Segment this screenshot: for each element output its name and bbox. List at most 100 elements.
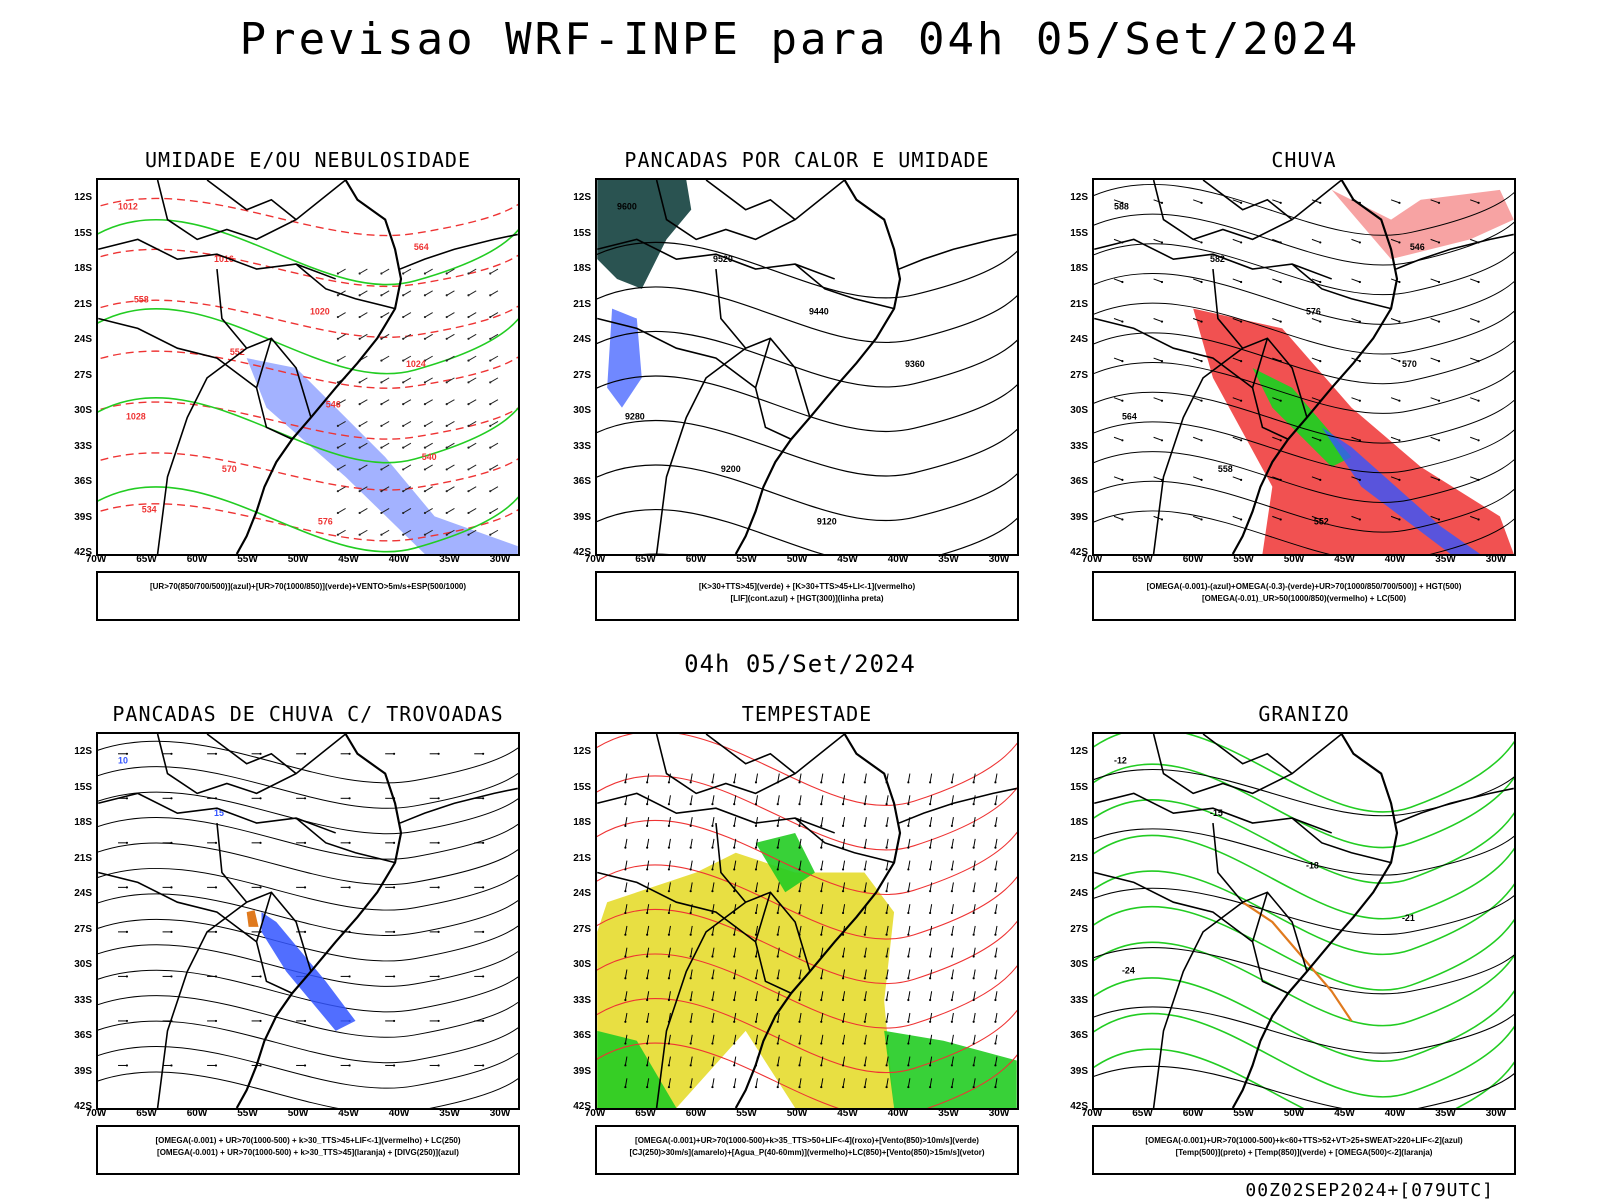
longitude-tick-label: 40W	[388, 554, 410, 565]
wind-vector	[994, 947, 998, 957]
wind-vector-head	[482, 797, 485, 800]
wind-vector-head	[885, 803, 888, 806]
wind-vector-head	[624, 803, 627, 806]
latitude-tick-label: 33S	[1070, 440, 1088, 452]
wind-vector	[337, 312, 346, 318]
wind-vector	[446, 486, 455, 492]
wind-vector	[490, 442, 499, 449]
contour-line	[597, 375, 1017, 433]
wind-vector-head	[445, 272, 448, 275]
wind-vector	[820, 1012, 824, 1022]
latitude-tick-label: 30S	[74, 959, 92, 970]
wind-vector-head	[907, 824, 910, 827]
wind-vector-head	[303, 841, 307, 844]
wind-vector-head	[125, 886, 129, 889]
wind-vector-head	[667, 977, 671, 980]
wind-vector-head	[1121, 360, 1124, 363]
wind-vector	[777, 904, 780, 914]
wind-vector-head	[972, 977, 975, 980]
contour-line	[1094, 947, 1514, 995]
wind-vector-head	[489, 381, 492, 384]
longitude-tick-label: 60W	[186, 1108, 208, 1119]
wind-vector-head	[733, 781, 736, 784]
wind-vector	[711, 773, 715, 783]
wind-vector	[402, 486, 412, 492]
wind-vector	[490, 377, 499, 383]
wind-vector	[711, 838, 715, 848]
longitude-tick-label: 65W	[635, 554, 656, 565]
wind-vector	[711, 925, 715, 935]
wind-vector-head	[402, 424, 405, 427]
wind-vector-head	[950, 824, 953, 827]
wind-vector	[907, 838, 911, 848]
wind-vector	[886, 838, 889, 848]
wind-vector-head	[733, 1020, 736, 1023]
wind-vector-head	[1319, 518, 1322, 521]
wind-vector	[1351, 436, 1361, 441]
latitude-tick-label: 42S	[74, 547, 92, 558]
wind-vector-head	[303, 752, 307, 755]
wind-vector	[711, 817, 715, 826]
contour-line	[98, 248, 518, 288]
wind-vector	[777, 925, 780, 935]
wind-vector	[646, 904, 650, 914]
wind-vector-head	[733, 955, 736, 958]
wind-vector	[468, 464, 477, 470]
wind-vector	[929, 838, 933, 848]
wind-vector	[973, 925, 976, 935]
contour-line	[1094, 302, 1514, 355]
wind-vector	[402, 333, 412, 340]
wind-vector	[755, 817, 759, 826]
wind-vector	[1311, 278, 1321, 283]
contour-value-label: 552	[230, 347, 245, 357]
wind-vector	[1430, 476, 1440, 481]
wind-vector	[711, 1012, 715, 1022]
wind-vector-head	[1160, 439, 1164, 442]
contour-value-label: 576	[1306, 307, 1321, 317]
state-border	[1152, 347, 1244, 554]
wind-vector	[1153, 318, 1163, 323]
contour-line	[597, 998, 1017, 1074]
wind-vector-head	[885, 998, 888, 1002]
wind-vector-head	[336, 446, 339, 449]
wind-vector	[1272, 357, 1281, 362]
wind-vector-head	[1398, 280, 1401, 284]
wind-vector-head	[467, 490, 470, 493]
state-border	[216, 822, 312, 972]
longitude-tick-label: 50W	[287, 1108, 309, 1119]
wind-vector-head	[1279, 399, 1282, 402]
wind-vector-head	[423, 533, 427, 536]
wind-vector	[337, 442, 346, 449]
wind-vector-head	[689, 890, 692, 893]
state-border	[1152, 180, 1343, 241]
wind-vector	[777, 969, 780, 979]
state-border	[1202, 180, 1293, 221]
wind-vector-head	[711, 1020, 714, 1023]
wind-vector-head	[358, 294, 361, 297]
wind-vector-head	[885, 1085, 888, 1089]
wind-vector	[381, 464, 390, 470]
wind-vector	[1113, 199, 1123, 204]
wind-vector	[359, 464, 368, 470]
legend-box: [OMEGA(-0.001) + UR>70(1000-500) + k>30_…	[96, 1125, 520, 1175]
wind-vector-head	[624, 1085, 627, 1089]
contour-value-label: 540	[422, 452, 437, 462]
latitude-tick-label: 36S	[573, 1030, 591, 1041]
wind-vector-head	[423, 272, 427, 275]
wind-vector-head	[711, 781, 714, 784]
wind-vector-head	[667, 911, 671, 915]
latitude-tick-label: 24S	[1070, 888, 1088, 899]
wind-vector	[490, 355, 499, 361]
wind-vector	[468, 420, 477, 427]
latitude-tick-label: 15S	[573, 781, 591, 793]
wind-vector	[733, 1056, 737, 1066]
contour-line	[1094, 480, 1514, 533]
wind-vector-head	[994, 846, 997, 849]
wind-vector-head	[380, 533, 383, 536]
wind-vector-head	[689, 911, 692, 915]
wind-vector	[468, 399, 477, 405]
wind-vector	[381, 268, 390, 274]
state-border	[1152, 901, 1244, 1108]
wind-vector	[711, 1078, 715, 1088]
wind-vector-head	[929, 1020, 932, 1023]
